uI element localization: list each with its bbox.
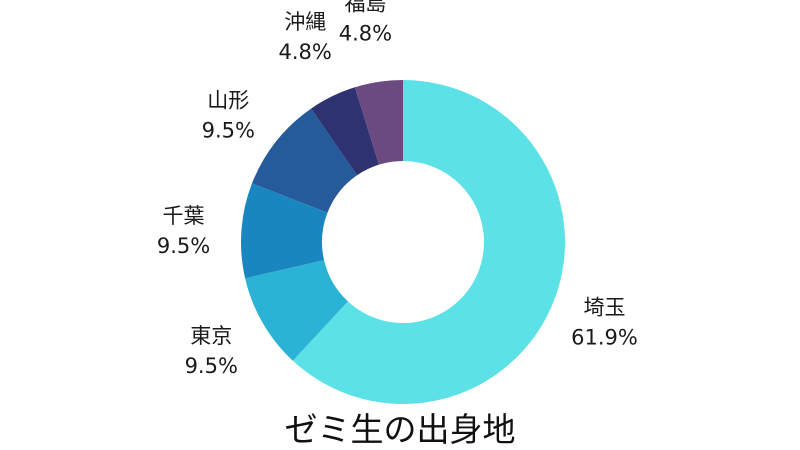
labels-group: 埼玉 61.9% 東京 9.5% 千葉 9.5% 山形 9.5% 沖縄 4.8% 福島 4.8% — [157, 0, 638, 378]
slices-group — [240, 80, 565, 404]
slice-0 — [292, 80, 565, 404]
slice-1 — [245, 260, 348, 361]
slice-4 — [311, 87, 379, 176]
chart-title: ゼミ生の出身地 — [285, 410, 516, 449]
slice-value-label: 61.9% — [571, 326, 638, 350]
slice-category-label: 東京 — [190, 324, 232, 348]
slice-value-label: 9.5% — [157, 234, 210, 258]
slice-category-label: 山形 — [207, 89, 249, 113]
slice-category-label: 福島 — [344, 0, 386, 15]
slice-3 — [252, 108, 358, 213]
slice-category-label: 沖縄 — [284, 10, 326, 34]
slice-2 — [240, 183, 328, 279]
slice-value-label: 4.8% — [339, 21, 392, 45]
slice-category-label: 埼玉 — [583, 296, 625, 320]
slice-5 — [354, 80, 403, 165]
slice-category-label: 千葉 — [163, 204, 205, 228]
slice-value-label: 9.5% — [185, 354, 238, 378]
slice-value-label: 4.8% — [279, 40, 332, 64]
slice-value-label: 9.5% — [202, 119, 255, 143]
